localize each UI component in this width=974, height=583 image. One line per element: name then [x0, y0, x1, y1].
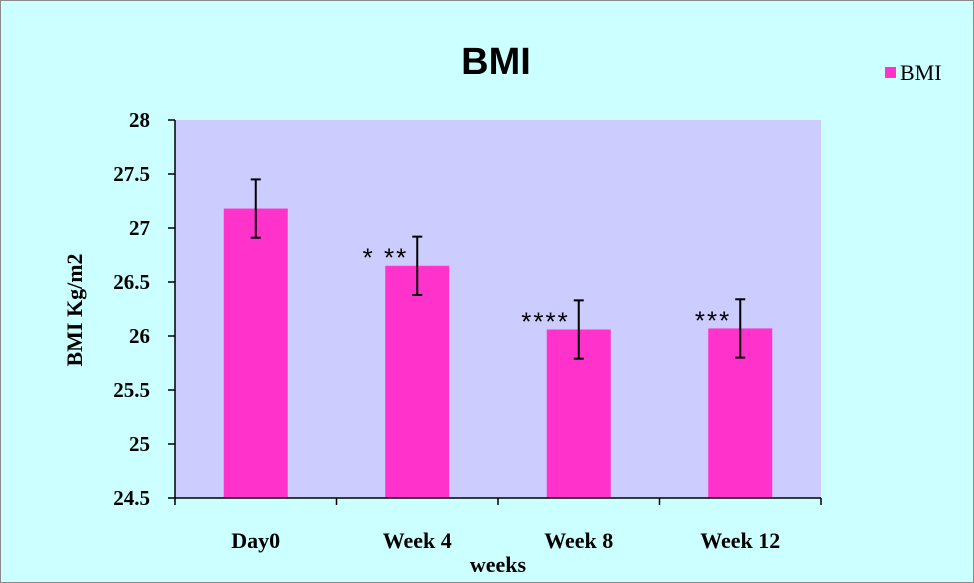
- x-tick-label: Day0: [231, 528, 280, 553]
- legend-swatch-bmi: [885, 67, 896, 78]
- chart-title: BMI: [461, 41, 531, 83]
- bar-day0: [223, 208, 288, 498]
- x-tick-label: Week 4: [383, 528, 452, 553]
- x-tick-label: Week 8: [544, 528, 613, 553]
- y-tick-label: 27.5: [113, 162, 150, 186]
- legend-label-bmi: BMI: [900, 60, 942, 85]
- y-axis-title: BMI Kg/m2: [62, 253, 87, 366]
- y-tick-label: 25: [129, 432, 150, 456]
- y-tick-label: 27: [129, 216, 150, 240]
- significance-label: ****: [521, 306, 569, 336]
- x-axis-title: weeks: [470, 552, 527, 577]
- bar-week-4: [385, 265, 450, 498]
- y-tick-label: 25.5: [113, 378, 150, 402]
- significance-label: ***: [695, 305, 731, 335]
- axes-layer: Day0 Week 4 Week 8 Week 12 24.5 25 25.5 26 26.5 2…: [113, 108, 822, 553]
- bars-layer: * ****** ***: [223, 178, 773, 498]
- y-tick-label: 26: [129, 324, 150, 348]
- y-tick-label: 28: [129, 108, 150, 132]
- significance-label: * **: [363, 243, 409, 273]
- y-tick-label: 26.5: [113, 270, 150, 294]
- y-tick-label: 24.5: [113, 486, 150, 510]
- legend: BMI: [885, 60, 942, 85]
- x-tick-label: Week 12: [700, 528, 780, 553]
